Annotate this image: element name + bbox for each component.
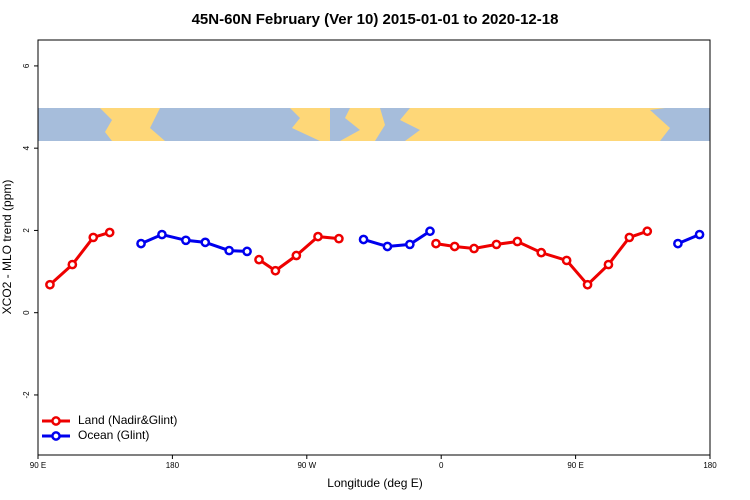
data-point (45, 279, 55, 290)
data-point (561, 255, 572, 266)
chart-title: 45N-60N February (Ver 10) 2015-01-01 to … (192, 11, 559, 28)
data-point (334, 233, 344, 244)
data-point (67, 259, 78, 270)
y-tick-label: 6 (22, 63, 31, 68)
y-tick-label: -2 (22, 391, 31, 399)
data-point (404, 239, 415, 250)
data-point (624, 232, 635, 243)
data-point (358, 234, 369, 245)
data-point (491, 239, 502, 250)
legend-label: Land (Nadir&Glint) (78, 413, 177, 427)
data-point (431, 238, 441, 249)
data-point (291, 250, 302, 261)
data-point (603, 259, 614, 270)
data-point (313, 231, 323, 242)
data-point (382, 241, 393, 252)
data-point (88, 232, 99, 243)
data-point (104, 227, 115, 238)
y-tick-label: 4 (22, 145, 31, 150)
data-point (180, 235, 191, 246)
data-point (512, 236, 523, 247)
plot-frame (37, 39, 711, 456)
x-tick-label: 0 (439, 461, 444, 470)
data-point (469, 243, 479, 254)
data-point (200, 237, 211, 248)
legend-label: Ocean (Glint) (78, 428, 149, 442)
data-point (642, 226, 653, 237)
data-point (694, 229, 705, 240)
data-point (157, 229, 167, 240)
data-point (270, 265, 281, 276)
data-point (136, 238, 146, 249)
y-axis-label: XCO2 - MLO trend (ppm) (0, 180, 14, 315)
x-axis-label: Longitude (deg E) (327, 476, 422, 490)
x-tick-label: 90 E (567, 461, 583, 470)
data-point (224, 245, 234, 256)
data-point (254, 254, 264, 265)
legend-marker (51, 416, 61, 426)
map-strip (38, 108, 710, 141)
x-tick-label: 90 W (297, 461, 316, 470)
data-point (242, 246, 252, 257)
data-point (582, 279, 593, 290)
data-point (425, 226, 435, 237)
y-tick-label: 2 (22, 228, 31, 233)
legend-marker (51, 431, 61, 441)
series-line (140, 229, 701, 253)
x-tick-label: 90 E (30, 461, 46, 470)
data-point (449, 241, 460, 252)
x-tick-label: 180 (703, 461, 717, 470)
x-tick-label: 180 (166, 461, 180, 470)
data-point (673, 238, 683, 249)
data-point (536, 247, 547, 258)
y-tick-label: 0 (22, 310, 31, 315)
